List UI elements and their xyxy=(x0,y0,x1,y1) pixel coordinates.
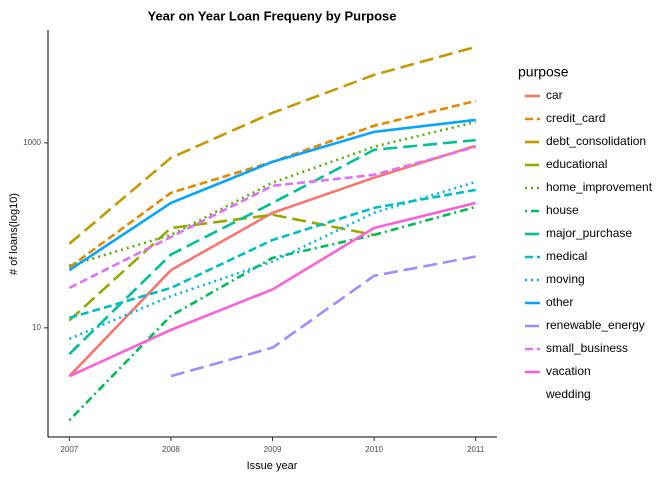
legend-label: home_improvement xyxy=(546,180,653,194)
y-tick-label: 1000 xyxy=(23,138,41,147)
series-line xyxy=(68,138,476,356)
series-line xyxy=(68,145,477,290)
series-line xyxy=(68,213,375,322)
legend-label: renewable_energy xyxy=(546,318,645,332)
x-tick-label: 2010 xyxy=(365,445,383,454)
legend-label: wedding xyxy=(545,387,591,401)
legend-label: moving xyxy=(546,272,585,286)
series-line xyxy=(68,180,477,341)
series-line xyxy=(68,120,476,267)
series-line xyxy=(68,205,477,422)
legend-label: credit_card xyxy=(546,111,605,125)
legend-label: house xyxy=(546,203,579,217)
series-line xyxy=(68,188,476,320)
series-line xyxy=(68,201,476,378)
series-line xyxy=(68,45,477,245)
legend-label: medical xyxy=(546,249,587,263)
x-tick-label: 2007 xyxy=(60,445,78,454)
x-tick-label: 2008 xyxy=(162,445,180,454)
legend-label: car xyxy=(546,88,563,102)
x-tick-label: 2009 xyxy=(264,445,282,454)
x-tick-label: 2011 xyxy=(467,445,485,454)
x-axis-label: Issue year xyxy=(247,460,298,472)
series-line xyxy=(68,144,477,378)
series-line xyxy=(68,118,476,272)
y-tick-label: 10 xyxy=(32,323,41,332)
legend-label: debt_consolidation xyxy=(546,134,646,148)
legend-label: other xyxy=(546,295,573,309)
legend-label: educational xyxy=(546,157,607,171)
legend-label: small_business xyxy=(546,341,628,355)
legend-label: major_purchase xyxy=(546,226,632,240)
legend-label: vacation xyxy=(546,364,591,378)
series-line xyxy=(170,255,476,378)
chart-title: Year on Year Loan Frequeny by Purpose xyxy=(147,8,396,23)
legend-title: purpose xyxy=(518,64,569,80)
y-axis-label: # of loans(log10) xyxy=(8,193,20,275)
